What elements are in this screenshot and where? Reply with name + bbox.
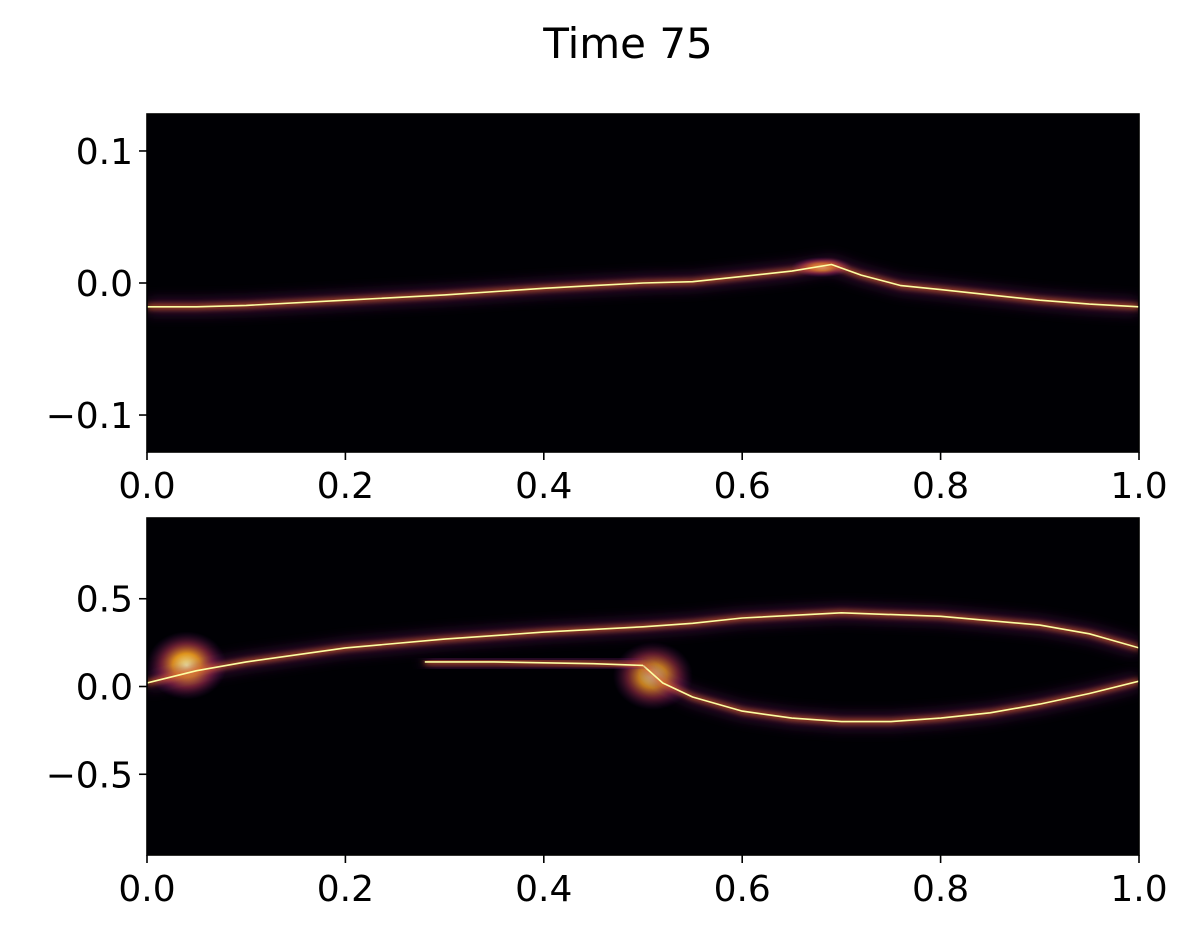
heatmap-content: [147, 606, 1139, 728]
y-tick-label: 0.1: [76, 132, 133, 173]
figure-title: Time 75: [542, 19, 713, 68]
panel-1: 0.0 0.2 0.4 0.6 0.8 1.0 0.1 0.0 −0.1: [46, 113, 1168, 507]
axes-frame: [146, 113, 1140, 453]
x-tick-label: 0.2: [317, 869, 374, 910]
y-tick-label: 0.5: [76, 580, 133, 621]
x-tick-label: 0.0: [118, 869, 175, 910]
ridge-curve-1: [147, 263, 1139, 308]
x-tick-label: 0.8: [912, 466, 969, 507]
x-tick-label: 1.0: [1110, 869, 1167, 910]
x-tick-label: 0.2: [317, 466, 374, 507]
axes-frame: [146, 517, 1140, 856]
y-tick-label: −0.1: [46, 396, 133, 437]
x-tick-label: 1.0: [1110, 466, 1167, 507]
x-tick-label: 0.6: [714, 869, 771, 910]
y-tick-label: 0.0: [76, 668, 133, 709]
x-tick-label: 0.8: [912, 869, 969, 910]
x-tick-label: 0.4: [515, 869, 572, 910]
ridge-curve-3: [424, 661, 644, 667]
x-tick-label: 0.4: [515, 466, 572, 507]
y-tick-label: −0.5: [46, 755, 133, 796]
x-tick-label: 0.0: [118, 466, 175, 507]
y-tick-label: 0.0: [76, 264, 133, 305]
panel-2: 0.0 0.2 0.4 0.6 0.8 1.0 0.5 0.0 −0.5: [46, 517, 1168, 910]
ridge-curve-2: [642, 664, 1139, 723]
x-tick-label: 0.6: [714, 466, 771, 507]
panels: 0.0 0.2 0.4 0.6 0.8 1.0 0.1 0.0 −0.1 0.0 0.2 0.4 0.6…: [46, 113, 1168, 910]
heatmap-content: [147, 257, 1139, 313]
ridge-curve-1: [147, 611, 1139, 684]
